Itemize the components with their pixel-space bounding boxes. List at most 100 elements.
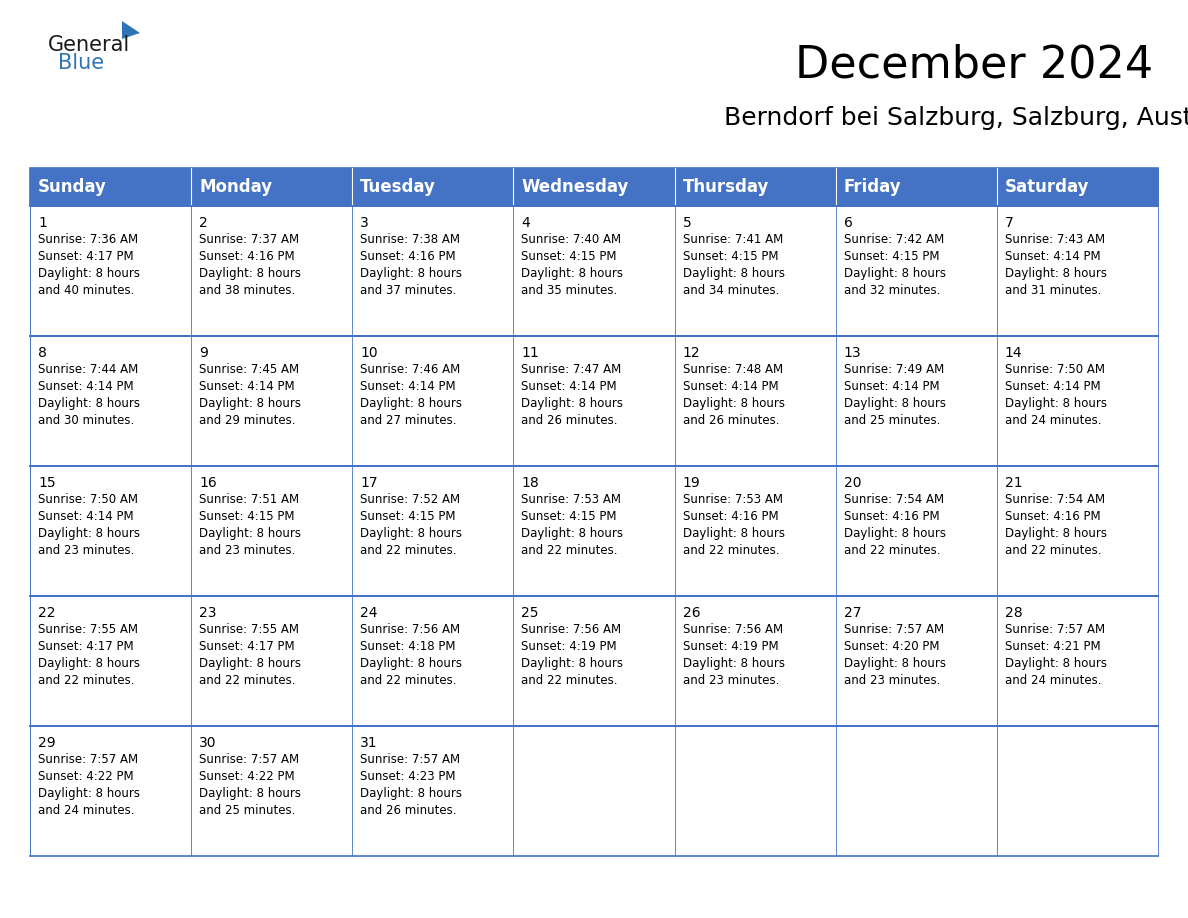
Text: Sunrise: 7:56 AM: Sunrise: 7:56 AM	[360, 623, 461, 636]
Text: Sunrise: 7:49 AM: Sunrise: 7:49 AM	[843, 363, 944, 376]
Text: and 34 minutes.: and 34 minutes.	[683, 284, 779, 297]
Text: Sunset: 4:22 PM: Sunset: 4:22 PM	[200, 770, 295, 783]
Text: Sunrise: 7:50 AM: Sunrise: 7:50 AM	[1005, 363, 1105, 376]
Text: and 23 minutes.: and 23 minutes.	[200, 544, 296, 557]
Bar	[675, 726, 835, 856]
Bar	[997, 726, 1158, 856]
Text: Daylight: 8 hours: Daylight: 8 hours	[360, 657, 462, 670]
Text: Sunset: 4:23 PM: Sunset: 4:23 PM	[360, 770, 456, 783]
Text: Sunset: 4:16 PM: Sunset: 4:16 PM	[360, 250, 456, 263]
Bar	[835, 168, 997, 206]
Text: Sunrise: 7:57 AM: Sunrise: 7:57 AM	[360, 753, 461, 766]
Text: 15: 15	[38, 476, 56, 490]
Text: Daylight: 8 hours: Daylight: 8 hours	[360, 787, 462, 800]
Text: Sunrise: 7:54 AM: Sunrise: 7:54 AM	[1005, 493, 1105, 506]
Text: Sunrise: 7:36 AM: Sunrise: 7:36 AM	[38, 233, 138, 246]
Text: 14: 14	[1005, 346, 1023, 360]
Text: Sunset: 4:16 PM: Sunset: 4:16 PM	[683, 510, 778, 523]
Text: Daylight: 8 hours: Daylight: 8 hours	[843, 397, 946, 410]
Text: and 29 minutes.: and 29 minutes.	[200, 414, 296, 427]
Bar	[513, 168, 675, 206]
Bar	[513, 596, 675, 726]
Text: Sunset: 4:15 PM: Sunset: 4:15 PM	[683, 250, 778, 263]
Text: Daylight: 8 hours: Daylight: 8 hours	[843, 267, 946, 280]
Text: Daylight: 8 hours: Daylight: 8 hours	[522, 527, 624, 540]
Text: Daylight: 8 hours: Daylight: 8 hours	[38, 397, 140, 410]
Text: and 25 minutes.: and 25 minutes.	[843, 414, 940, 427]
Polygon shape	[122, 21, 140, 39]
Text: Sunset: 4:21 PM: Sunset: 4:21 PM	[1005, 640, 1100, 653]
Text: Monday: Monday	[200, 178, 272, 196]
Text: Sunrise: 7:40 AM: Sunrise: 7:40 AM	[522, 233, 621, 246]
Text: Sunset: 4:15 PM: Sunset: 4:15 PM	[522, 250, 617, 263]
Text: Sunset: 4:15 PM: Sunset: 4:15 PM	[843, 250, 940, 263]
Bar	[353, 336, 513, 466]
Text: 25: 25	[522, 606, 539, 620]
Text: Sunset: 4:22 PM: Sunset: 4:22 PM	[38, 770, 133, 783]
Text: Friday: Friday	[843, 178, 902, 196]
Text: Sunrise: 7:57 AM: Sunrise: 7:57 AM	[1005, 623, 1105, 636]
Text: Sunrise: 7:38 AM: Sunrise: 7:38 AM	[360, 233, 460, 246]
Text: Sunset: 4:16 PM: Sunset: 4:16 PM	[200, 250, 295, 263]
Text: Daylight: 8 hours: Daylight: 8 hours	[200, 267, 301, 280]
Bar	[997, 466, 1158, 596]
Text: Sunrise: 7:46 AM: Sunrise: 7:46 AM	[360, 363, 461, 376]
Text: 29: 29	[38, 736, 56, 750]
Bar	[513, 466, 675, 596]
Text: Sunrise: 7:48 AM: Sunrise: 7:48 AM	[683, 363, 783, 376]
Text: 9: 9	[200, 346, 208, 360]
Text: Daylight: 8 hours: Daylight: 8 hours	[38, 787, 140, 800]
Text: Sunset: 4:17 PM: Sunset: 4:17 PM	[38, 250, 133, 263]
Bar	[513, 206, 675, 336]
Text: Sunrise: 7:50 AM: Sunrise: 7:50 AM	[38, 493, 138, 506]
Text: and 40 minutes.: and 40 minutes.	[38, 284, 134, 297]
Bar	[353, 168, 513, 206]
Bar	[30, 726, 191, 856]
Text: Daylight: 8 hours: Daylight: 8 hours	[1005, 527, 1107, 540]
Bar	[30, 336, 191, 466]
Text: Sunset: 4:15 PM: Sunset: 4:15 PM	[522, 510, 617, 523]
Text: Sunrise: 7:56 AM: Sunrise: 7:56 AM	[683, 623, 783, 636]
Bar	[191, 596, 353, 726]
Text: Sunset: 4:14 PM: Sunset: 4:14 PM	[38, 380, 133, 393]
Text: and 24 minutes.: and 24 minutes.	[1005, 674, 1101, 687]
Bar	[191, 336, 353, 466]
Text: Sunset: 4:15 PM: Sunset: 4:15 PM	[360, 510, 456, 523]
Text: 17: 17	[360, 476, 378, 490]
Text: and 23 minutes.: and 23 minutes.	[843, 674, 940, 687]
Text: and 22 minutes.: and 22 minutes.	[843, 544, 940, 557]
Text: and 22 minutes.: and 22 minutes.	[38, 674, 134, 687]
Text: Daylight: 8 hours: Daylight: 8 hours	[38, 267, 140, 280]
Text: Sunset: 4:14 PM: Sunset: 4:14 PM	[1005, 250, 1100, 263]
Text: Sunset: 4:14 PM: Sunset: 4:14 PM	[843, 380, 940, 393]
Text: and 22 minutes.: and 22 minutes.	[683, 544, 779, 557]
Text: 12: 12	[683, 346, 700, 360]
Text: Tuesday: Tuesday	[360, 178, 436, 196]
Text: and 32 minutes.: and 32 minutes.	[843, 284, 940, 297]
Text: 23: 23	[200, 606, 216, 620]
Text: Daylight: 8 hours: Daylight: 8 hours	[200, 657, 301, 670]
Text: Sunrise: 7:51 AM: Sunrise: 7:51 AM	[200, 493, 299, 506]
Text: 11: 11	[522, 346, 539, 360]
Text: Sunset: 4:14 PM: Sunset: 4:14 PM	[1005, 380, 1100, 393]
Text: Daylight: 8 hours: Daylight: 8 hours	[1005, 267, 1107, 280]
Text: Daylight: 8 hours: Daylight: 8 hours	[200, 527, 301, 540]
Bar	[191, 726, 353, 856]
Text: 24: 24	[360, 606, 378, 620]
Text: 5: 5	[683, 216, 691, 230]
Text: Daylight: 8 hours: Daylight: 8 hours	[522, 397, 624, 410]
Text: Sunrise: 7:54 AM: Sunrise: 7:54 AM	[843, 493, 943, 506]
Text: Sunrise: 7:57 AM: Sunrise: 7:57 AM	[843, 623, 943, 636]
Text: Daylight: 8 hours: Daylight: 8 hours	[360, 267, 462, 280]
Text: Sunrise: 7:52 AM: Sunrise: 7:52 AM	[360, 493, 461, 506]
Text: Sunset: 4:16 PM: Sunset: 4:16 PM	[1005, 510, 1100, 523]
Text: 2: 2	[200, 216, 208, 230]
Text: Sunset: 4:16 PM: Sunset: 4:16 PM	[843, 510, 940, 523]
Text: Sunrise: 7:45 AM: Sunrise: 7:45 AM	[200, 363, 299, 376]
Text: and 37 minutes.: and 37 minutes.	[360, 284, 456, 297]
Bar	[675, 168, 835, 206]
Text: Daylight: 8 hours: Daylight: 8 hours	[683, 527, 784, 540]
Text: Sunrise: 7:57 AM: Sunrise: 7:57 AM	[200, 753, 299, 766]
Text: and 30 minutes.: and 30 minutes.	[38, 414, 134, 427]
Bar	[513, 726, 675, 856]
